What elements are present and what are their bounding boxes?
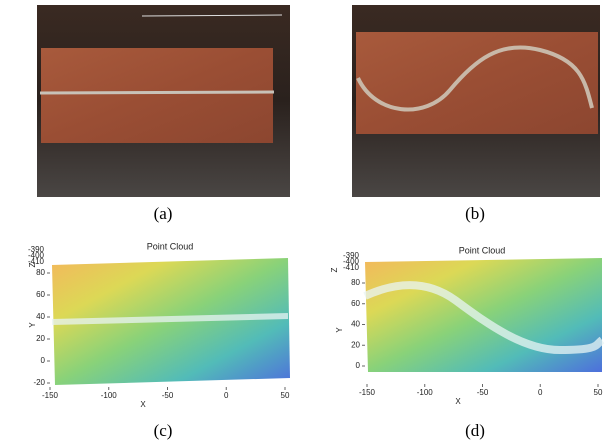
y-tick-label: 20 [351, 340, 360, 349]
x-tick-label: -100 [101, 391, 118, 400]
z-label: Z [28, 262, 37, 267]
y-label: Y [28, 322, 37, 328]
seam [39, 90, 275, 95]
y-tick-label: 20 [36, 334, 45, 343]
caption: (b) [465, 204, 485, 223]
z-tick-label: -400 [28, 251, 45, 260]
point-cloud [365, 258, 602, 372]
seam [356, 45, 594, 112]
caption: (a) [154, 204, 173, 223]
plot-title: Point Cloud [459, 245, 506, 255]
x-tick-label: -50 [162, 391, 174, 400]
z-tick-label: -410 [343, 263, 360, 272]
y-tick-label: 60 [36, 290, 45, 299]
y-tick-label: 40 [36, 312, 45, 321]
x-tick-label: 50 [281, 391, 290, 400]
plot-title: Point Cloud [147, 241, 194, 251]
seam-points [363, 281, 605, 355]
z-label: Z [330, 267, 339, 272]
z-tick-label: -390 [343, 251, 360, 260]
x-label: X [140, 400, 146, 409]
plate [356, 32, 598, 134]
x-tick-label: -100 [417, 388, 434, 397]
caption: (d) [465, 421, 485, 440]
seam-points [51, 313, 289, 325]
y-label: Y [335, 327, 344, 333]
x-tick-label: 0 [224, 391, 229, 400]
x-label: X [455, 397, 461, 406]
y-tick-label: 0 [356, 361, 361, 370]
y-tick-label: 60 [351, 299, 360, 308]
x-tick-label: -150 [359, 388, 376, 397]
z-tick-label: -410 [28, 257, 45, 266]
z-tick-label: -390 [28, 245, 45, 254]
wire [141, 14, 283, 17]
x-tick-label: 0 [538, 388, 543, 397]
y-tick-label: 40 [351, 320, 360, 329]
plate [41, 48, 273, 143]
x-tick-label: -50 [477, 388, 489, 397]
y-tick-label: -20 [33, 378, 45, 387]
x-tick-label: -150 [42, 391, 59, 400]
z-tick-label: -400 [343, 257, 360, 266]
y-tick-label: 80 [36, 268, 45, 277]
y-tick-label: 80 [351, 278, 360, 287]
y-tick-label: 0 [41, 356, 46, 365]
caption: (c) [154, 421, 173, 440]
x-tick-label: 50 [594, 388, 603, 397]
